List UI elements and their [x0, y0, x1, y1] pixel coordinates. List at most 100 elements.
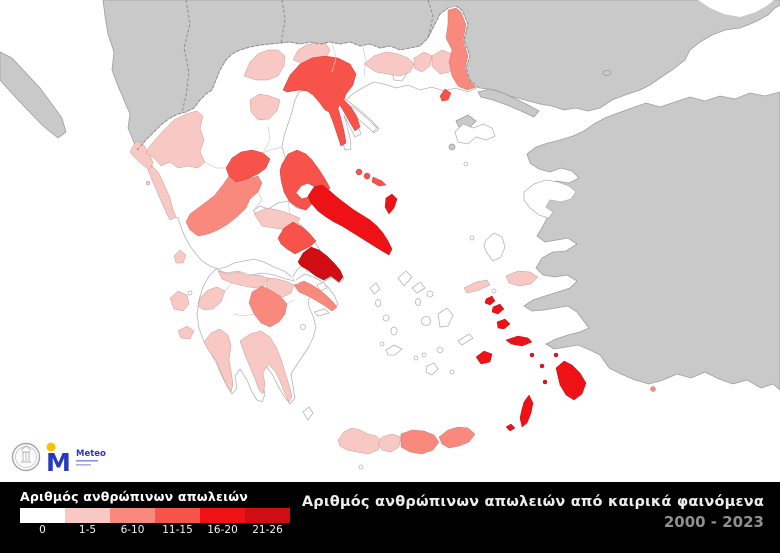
region-thessaloniki-chalkidiki — [282, 55, 361, 147]
island-zakynthos — [177, 325, 195, 340]
island-skiathos — [355, 168, 363, 176]
meteo-logo-text: Meteo — [76, 449, 106, 459]
island-chalki — [542, 379, 548, 385]
region-karditsa-evrytania-aetolia — [185, 175, 263, 237]
region-arcadia — [248, 285, 288, 328]
region-argolida — [293, 280, 338, 312]
legend-swatch — [20, 508, 65, 523]
region-rethymno — [377, 433, 402, 453]
island-skyros — [384, 193, 398, 215]
island-patmos — [484, 295, 496, 306]
legend-swatch — [155, 508, 200, 523]
island-corfu — [129, 140, 154, 171]
black-sea — [698, 0, 774, 17]
legend-labels: 0 1-5 6-10 11-15 16-20 21-26 — [20, 524, 290, 536]
legend-label: 21-26 — [252, 524, 283, 536]
region-pella — [243, 49, 286, 81]
region-evros — [445, 7, 477, 91]
anatolia-turkey — [523, 91, 780, 391]
island-leros — [491, 303, 505, 315]
island-kasos — [505, 423, 516, 432]
region-xanthi — [413, 51, 433, 73]
cyclades-island — [449, 369, 455, 375]
region-messinia — [203, 328, 234, 393]
map-period: 2000 - 2023 — [663, 513, 764, 531]
tenedos-island — [448, 143, 456, 151]
legend-swatch — [200, 508, 245, 523]
island-samothraki — [439, 88, 452, 102]
observatory-seal-logo — [11, 442, 41, 472]
corinth-canal — [291, 275, 299, 285]
region-preveza-coast — [147, 165, 177, 221]
legend-label: 11-15 — [162, 524, 193, 536]
cyclades-island — [369, 282, 381, 295]
cyclades-island — [411, 281, 426, 294]
legend-title: Αριθμός ανθρώπινων απωλειών — [20, 489, 248, 504]
cyclades-island — [457, 333, 474, 346]
island-nisyros — [529, 352, 535, 358]
cyclades-island — [385, 344, 403, 356]
island-kefalonia — [169, 290, 190, 312]
region-evia — [307, 184, 393, 256]
region-lasithi — [438, 426, 476, 449]
island-psara — [469, 235, 475, 241]
island-ithaki — [187, 290, 193, 296]
island-karpathos — [519, 394, 534, 428]
cyclades-island — [437, 307, 454, 328]
gallipoli-peninsula — [477, 88, 540, 118]
region-veria — [249, 93, 281, 121]
footer-band: Αριθμός ανθρώπινων απωλειών 0 1-5 6-10 1… — [0, 482, 780, 553]
cyclades-island — [397, 270, 413, 287]
island-kastellorizo — [650, 386, 656, 392]
logo-area: M Meteo — [11, 442, 106, 477]
island-symi — [553, 352, 559, 358]
island-kythira — [302, 406, 314, 421]
island-limnos — [454, 123, 496, 145]
bulgaria-turkey-border — [427, 0, 434, 39]
cyclades-island — [425, 362, 439, 376]
region-fokida — [253, 207, 301, 231]
region-heraklion — [400, 429, 440, 455]
region-magnesia — [279, 149, 331, 211]
greece-turkey-border — [455, 5, 479, 88]
island-agios-efstratios — [463, 161, 469, 167]
cyclades-island — [421, 352, 427, 358]
cyclades-island — [382, 314, 390, 322]
legend-color-bar — [20, 508, 290, 523]
meteo-logo-dot — [46, 442, 56, 452]
legend: Αριθμός ανθρώπινων απωλειών 0 1-5 6-10 1… — [20, 488, 290, 536]
cyclades-island — [379, 341, 385, 347]
prefecture-boundaries — [204, 41, 400, 447]
saronic-island — [313, 308, 330, 317]
cyclades-island — [415, 298, 421, 306]
island-fourni — [491, 288, 497, 294]
region-laconia — [239, 330, 293, 403]
map-title: Αριθμός ανθρώπινων απωλειών από καιρικά … — [301, 494, 764, 510]
island-kalymnos — [496, 318, 511, 330]
region-trikala — [225, 149, 271, 183]
meteo-logo-m: M — [46, 448, 71, 477]
region-boeotia — [277, 221, 317, 255]
island-skopelos — [363, 172, 371, 180]
regions-bin-6-10 — [185, 7, 656, 455]
island-chios — [483, 232, 506, 262]
cyclades-island — [375, 299, 381, 307]
cyclades-island — [426, 290, 434, 298]
legend-swatch — [110, 508, 155, 523]
saronic-island — [316, 281, 328, 292]
title-block: Αριθμός ανθρώπινων απωλειών από καιρικά … — [302, 494, 764, 531]
island-lesvos — [523, 179, 577, 219]
cyclades-island — [413, 355, 419, 361]
regions-bin-21-26 — [297, 246, 344, 283]
legend-label: 1-5 — [78, 524, 97, 536]
island-astypalaia — [475, 350, 493, 365]
legend-label: 0 — [39, 524, 46, 536]
island-alonissos — [371, 176, 387, 187]
island-lefkada — [173, 249, 187, 264]
marmara-island — [602, 70, 612, 76]
legend-swatch — [65, 508, 110, 523]
legend-swatch — [245, 508, 290, 523]
cyclades-island — [390, 326, 398, 336]
